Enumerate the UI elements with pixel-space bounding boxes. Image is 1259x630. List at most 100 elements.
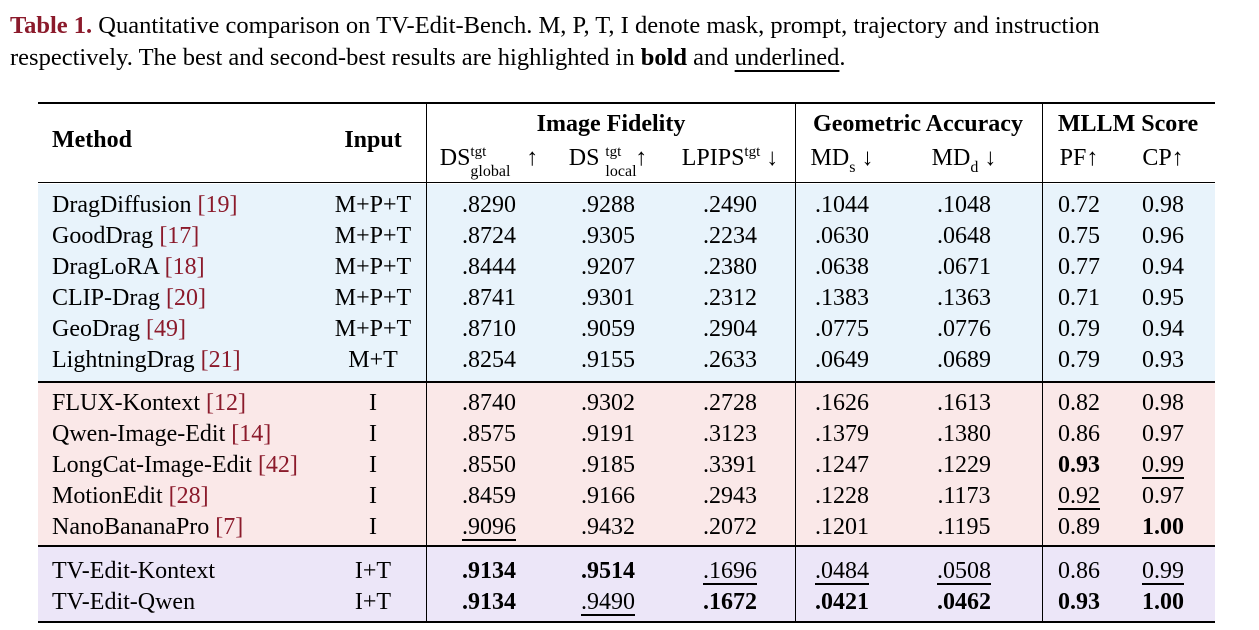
citation-link[interactable]: [21] (194, 347, 241, 373)
metric-value: .0638 (815, 254, 869, 280)
metric-value: .2072 (703, 514, 757, 540)
table-caption: Table 1. Quantitative comparison on TV-E… (10, 10, 1255, 74)
metric-value: .1696 (703, 558, 757, 584)
metric-value: .8550 (462, 452, 516, 478)
metric-value: .9059 (581, 316, 635, 342)
metric-value: .9490 (581, 589, 635, 615)
metric-value: .9302 (581, 390, 635, 416)
citation-link[interactable]: [28] (162, 483, 209, 509)
header-geometric-accuracy: Geometric Accuracy (813, 111, 1023, 137)
metric-value: 0.97 (1142, 421, 1184, 447)
metric-value: .9134 (462, 589, 516, 615)
metric-value: .2490 (703, 192, 757, 218)
metric-value: 0.97 (1142, 483, 1184, 509)
citation-link[interactable]: [12] (199, 390, 246, 416)
band-instruction-methods (38, 383, 1215, 545)
metric-value: .0508 (937, 558, 991, 584)
citation-link[interactable]: [20] (159, 285, 206, 311)
top-rule (38, 102, 1215, 104)
metric-value: .8575 (462, 421, 516, 447)
method-name: DragLoRA [18] (52, 254, 205, 280)
metric-value: .0462 (937, 589, 991, 615)
metric-value: 0.98 (1142, 390, 1184, 416)
metric-value: .0775 (815, 316, 869, 342)
citation-link[interactable]: [18] (158, 254, 205, 280)
input-type: I+T (354, 558, 392, 584)
metric-value: .0648 (937, 223, 991, 249)
metric-value: .0649 (815, 347, 869, 373)
metric-value: 0.93 (1058, 589, 1100, 615)
input-type: M+P+T (334, 192, 412, 218)
header-input: Input (344, 127, 402, 153)
header-pf: PF↑ (1059, 145, 1099, 171)
band-drag-methods (38, 184, 1215, 381)
metric-value: .1173 (937, 483, 991, 509)
metric-value: .9166 (581, 483, 635, 509)
metric-value: .9514 (581, 558, 635, 584)
metric-value: .9305 (581, 223, 635, 249)
metric-value: .9185 (581, 452, 635, 478)
metric-value: .8724 (462, 223, 516, 249)
metric-value: 0.71 (1058, 285, 1100, 311)
method-name: LongCat-Image-Edit [42] (52, 452, 298, 478)
metric-value: 0.72 (1058, 192, 1100, 218)
metric-value: .9288 (581, 192, 635, 218)
metric-value: 0.95 (1142, 285, 1184, 311)
caption-bold-word: bold (640, 44, 688, 71)
input-type: I (369, 452, 377, 478)
metric-value: 0.82 (1058, 390, 1100, 416)
method-name: GeoDrag [49] (52, 316, 186, 342)
method-name: GoodDrag [17] (52, 223, 200, 249)
header-lpips: LPIPStgt ↓ (681, 144, 779, 171)
input-type: M+P+T (334, 254, 412, 280)
input-type: M+T (348, 347, 398, 373)
metric-value: .1247 (815, 452, 869, 478)
metric-value: .1379 (815, 421, 869, 447)
metric-value: .9432 (581, 514, 635, 540)
metric-value: .2234 (703, 223, 757, 249)
metric-value: .9301 (581, 285, 635, 311)
input-type: I (369, 421, 377, 447)
metric-value: .9155 (581, 347, 635, 373)
caption-underlined-word: underlined (734, 44, 840, 71)
metric-value: .0421 (815, 589, 869, 615)
citation-link[interactable]: [42] (251, 452, 298, 478)
metric-value: .9207 (581, 254, 635, 280)
metric-value: 0.99 (1142, 452, 1184, 478)
metric-value: .8290 (462, 192, 516, 218)
metric-value: .9134 (462, 558, 516, 584)
input-type: M+P+T (334, 285, 412, 311)
method-name: TV-Edit-Qwen (52, 589, 196, 615)
citation-link[interactable]: [17] (153, 223, 200, 249)
header-mds: MDs ↓ (810, 145, 874, 176)
citation-link[interactable]: [49] (139, 316, 186, 342)
header-cp: CP↑ (1142, 145, 1184, 171)
metric-value: 0.86 (1058, 558, 1100, 584)
metric-value: .3391 (703, 452, 757, 478)
metric-value: 0.94 (1142, 254, 1184, 280)
metric-value: .1048 (937, 192, 991, 218)
citation-link[interactable]: [19] (191, 192, 238, 218)
input-type: I+T (354, 589, 392, 615)
group1-rule (38, 381, 1215, 383)
header-image-fidelity: Image Fidelity (536, 111, 686, 137)
method-name: MotionEdit [28] (52, 483, 209, 509)
header-ds-local: DS tgt local ↑ (568, 144, 648, 180)
citation-link[interactable]: [14] (225, 421, 272, 447)
metric-value: .1228 (815, 483, 869, 509)
input-type: I (369, 390, 377, 416)
header-mllm-score: MLLM Score (1057, 111, 1199, 137)
metric-value: .8459 (462, 483, 516, 509)
metric-value: .2312 (703, 285, 757, 311)
metric-value: .2728 (703, 390, 757, 416)
metric-value: 0.86 (1058, 421, 1100, 447)
metric-value: .8444 (462, 254, 516, 280)
metric-value: .9096 (462, 514, 516, 540)
input-type: M+P+T (334, 223, 412, 249)
citation-link[interactable]: [7] (209, 514, 244, 540)
metric-value: .1229 (937, 452, 991, 478)
metric-value: .0776 (937, 316, 991, 342)
method-name: TV-Edit-Kontext (52, 558, 216, 584)
caption-period: . (839, 44, 846, 71)
metric-value: .1383 (815, 285, 869, 311)
